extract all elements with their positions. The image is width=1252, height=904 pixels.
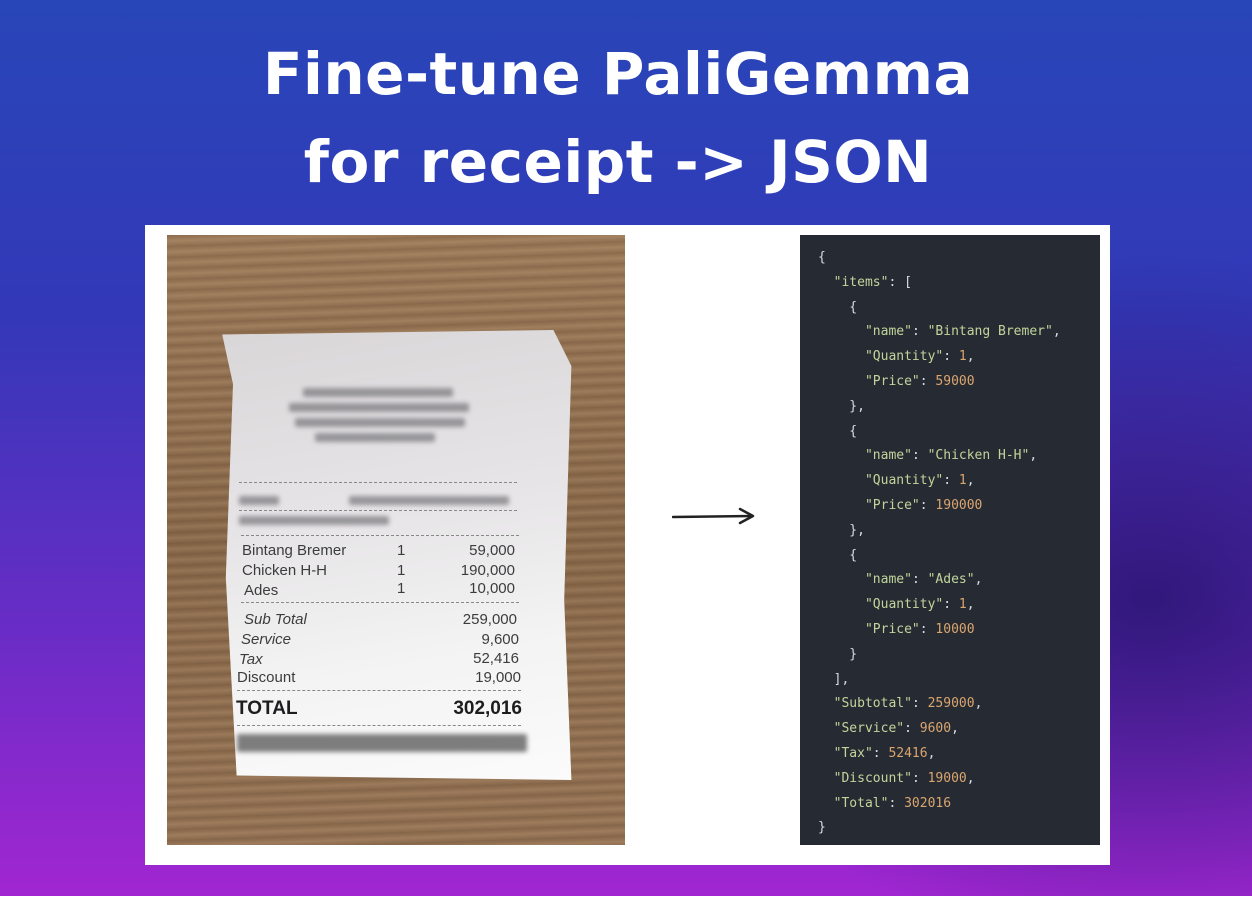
json-line: }	[818, 820, 826, 836]
bottom-border	[0, 896, 1252, 904]
json-line: "Total": 302016	[833, 795, 952, 811]
summary-label: Tax	[239, 651, 263, 668]
receipt-photo: Bintang Bremer 1 59,000 Chicken H-H 1 19…	[167, 235, 625, 845]
summary-label: Service	[241, 631, 292, 648]
total-value: 302,016	[453, 698, 522, 719]
json-line: "Quantity": 1,	[864, 349, 975, 365]
json-line: "Discount": 19000,	[833, 770, 975, 786]
item-price: 190,000	[460, 562, 515, 579]
item-name: Ades	[244, 582, 279, 599]
json-line: {	[818, 299, 858, 315]
json-line: "name": "Chicken H-H",	[864, 448, 1038, 464]
json-line: "Quantity": 1,	[864, 597, 975, 613]
json-line: }	[818, 646, 858, 662]
item-price: 10,000	[469, 580, 515, 597]
json-line: "name": "Bintang Bremer",	[864, 324, 1061, 340]
illustration-panel: Bintang Bremer 1 59,000 Chicken H-H 1 19…	[145, 225, 1110, 865]
summary-value: 19,000	[475, 669, 521, 686]
item-price: 59,000	[469, 542, 515, 559]
summary-value: 52,416	[473, 650, 519, 667]
json-line: },	[818, 398, 865, 414]
summary-label: Sub Total	[244, 611, 307, 628]
json-line: "Service": 9600,	[833, 721, 959, 737]
json-line: {	[818, 250, 826, 265]
headline-line-2: for receipt -> JSON	[303, 128, 933, 196]
json-line: "items": [	[833, 274, 912, 290]
json-line: ],	[818, 671, 850, 687]
item-qty: 1	[397, 580, 406, 597]
arrow-right-icon	[672, 507, 755, 525]
summary-value: 9,600	[481, 631, 519, 648]
json-line: "Quantity": 1,	[864, 473, 975, 489]
json-line: {	[818, 423, 858, 439]
json-output-panel: { "items": [ { "name": "Bintang Bremer",…	[800, 235, 1100, 845]
item-name: Chicken H-H	[242, 562, 328, 579]
json-line: "Price": 59000	[864, 374, 975, 389]
item-name: Bintang Bremer	[242, 542, 347, 559]
headline-line-1: Fine-tune PaliGemma	[262, 40, 974, 108]
item-qty: 1	[397, 542, 406, 559]
json-line: "Price": 10000	[864, 622, 975, 637]
item-qty: 1	[397, 562, 406, 579]
json-line: "Tax": 52416,	[833, 746, 936, 761]
json-line: "Price": 190000	[864, 498, 983, 513]
summary-value: 259,000	[462, 611, 517, 628]
json-line: {	[818, 547, 858, 563]
total-label: TOTAL	[236, 698, 298, 719]
receipt-paper: Bintang Bremer 1 59,000 Chicken H-H 1 19…	[222, 330, 572, 780]
summary-label: Discount	[237, 669, 296, 686]
json-line: "name": "Ades",	[864, 572, 983, 588]
json-line: },	[818, 522, 865, 538]
json-line: "Subtotal": 259000,	[833, 696, 983, 712]
